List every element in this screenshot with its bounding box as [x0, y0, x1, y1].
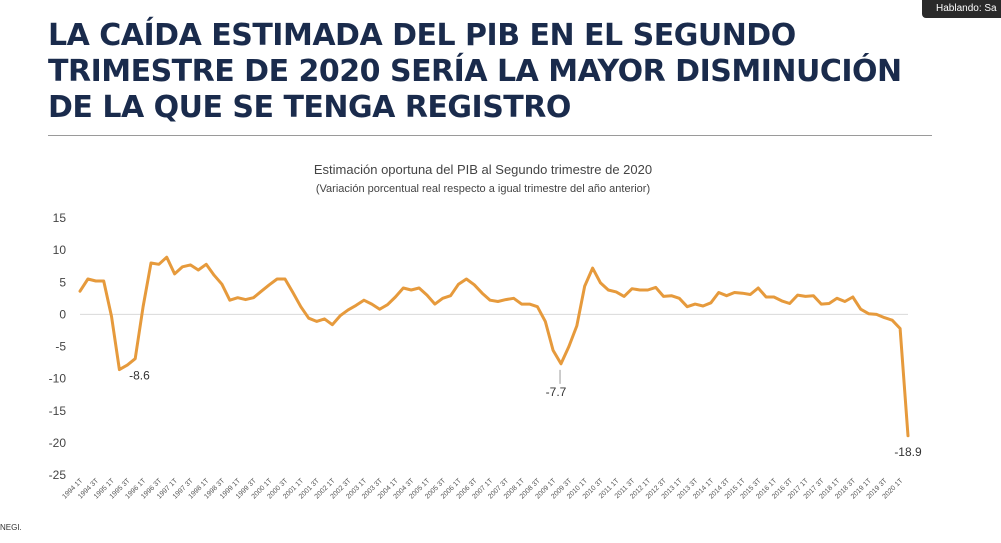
gdp-line-chart: Estimación oportuna del PIB al Segundo t…: [49, 162, 922, 501]
y-axis: 15 10 5 0 -5 -10 -15 -20 -25: [49, 211, 67, 482]
y-tick-label: 0: [59, 307, 66, 321]
data-label: -18.9: [894, 445, 922, 459]
source-note: NEGI.: [0, 523, 22, 532]
series-line: [78, 255, 910, 438]
chart-title: Estimación oportuna del PIB al Segundo t…: [314, 162, 652, 177]
y-tick-label: 5: [59, 275, 66, 289]
slide-title: LA CAÍDA ESTIMADA DEL PIB EN EL SEGUNDO …: [48, 18, 902, 125]
chart-subtitle: (Variación porcentual real respecto a ig…: [316, 183, 650, 195]
gdp-series-line: [78, 255, 910, 438]
y-tick-label: 15: [53, 211, 67, 225]
y-tick-label: -20: [49, 436, 67, 450]
data-labels: -8.6 -7.7 -18.9: [129, 369, 922, 459]
y-tick-label: -5: [55, 340, 66, 354]
y-tick-label: -15: [49, 404, 67, 418]
y-tick-label: -10: [49, 372, 67, 386]
y-tick-label: -25: [49, 468, 67, 482]
data-label: -7.7: [546, 385, 567, 399]
data-label: -8.6: [129, 369, 150, 383]
speaking-indicator: Hablando: Sa: [922, 0, 1001, 18]
title-divider: [48, 135, 932, 136]
y-tick-label: 10: [53, 243, 67, 257]
